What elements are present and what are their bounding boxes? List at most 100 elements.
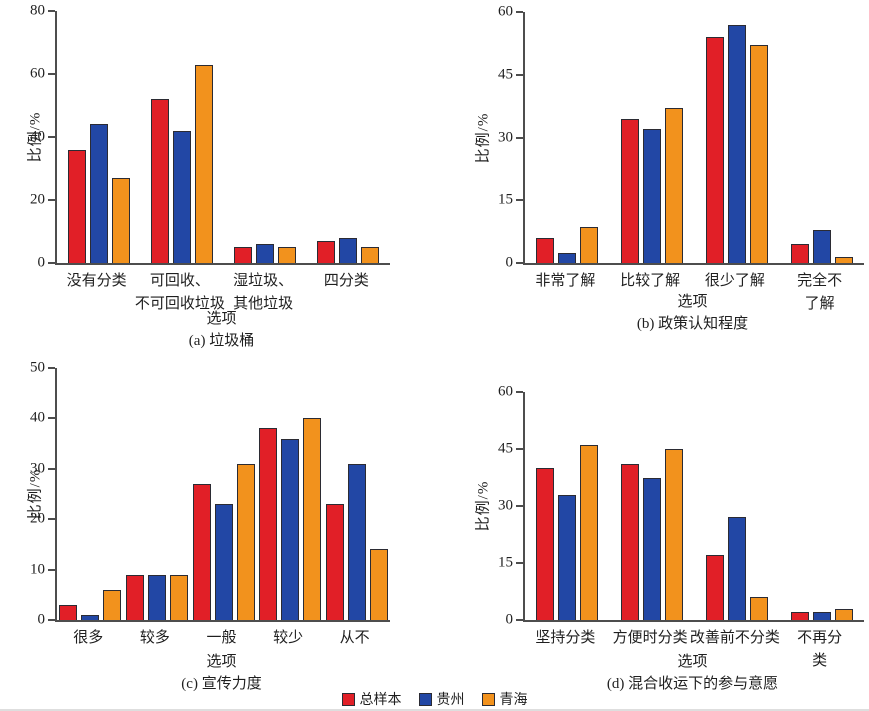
- chart-caption: (c) 宣传力度: [181, 676, 262, 692]
- y-tick-mark: [516, 562, 523, 564]
- y-tick-label: 0: [505, 611, 514, 628]
- bar: [749, 597, 768, 620]
- x-tick-label: 改善前不分类: [689, 630, 780, 646]
- y-tick-label: 15: [498, 191, 513, 208]
- x-tick-label: 较多: [139, 630, 170, 646]
- bar: [705, 37, 724, 263]
- x-tick-label: 湿垃圾、 其他垃圾: [233, 273, 294, 313]
- bar: [369, 549, 388, 620]
- chart-caption: (b) 政策认知程度: [636, 316, 749, 332]
- bar: [281, 438, 300, 620]
- chart-panel-c: 0 10 20 30 40 50 比例/% 很多 较多 一般 较少 从不 选项 (c) 宣传力度: [0, 355, 434, 692]
- x-tick-label: 坚持分类: [535, 630, 596, 646]
- legend-label: 贵州: [436, 693, 465, 708]
- y-tick-mark: [48, 136, 55, 138]
- chart-panel-b: 0 15 30 45 60 比例/% 非常了解 比较了解 很少了解 完全不了解 选项 (b) 政策认知…: [434, 0, 869, 355]
- x-tick-label: 没有分类: [66, 273, 127, 289]
- bar: [665, 108, 684, 263]
- bar: [812, 612, 831, 620]
- y-axis-label: 比例/%: [475, 112, 492, 163]
- legend-item: 青海: [481, 689, 528, 709]
- bar: [727, 24, 746, 263]
- bar: [172, 130, 191, 263]
- y-tick-label: 40: [30, 128, 45, 145]
- chart-panel-a: 0 20 40 60 80 比例/% 没有分类 可回收、 不可回收垃圾 湿垃圾、 其他垃圾 四分类…: [0, 0, 434, 355]
- bar: [361, 247, 380, 263]
- y-tick-mark: [516, 448, 523, 450]
- x-axis-label: 选项: [677, 294, 708, 310]
- bar: [111, 177, 130, 263]
- chart-caption: (a) 垃圾桶: [188, 333, 255, 349]
- legend-swatch: [341, 692, 355, 706]
- bar: [67, 149, 86, 263]
- y-tick-label: 20: [30, 510, 45, 527]
- y-axis-label: 比例/%: [475, 480, 492, 532]
- legend-label: 青海: [499, 693, 528, 708]
- y-tick-mark: [48, 262, 55, 264]
- legend-item: 贵州: [418, 689, 465, 709]
- y-tick-mark: [48, 518, 55, 521]
- bar: [234, 247, 253, 263]
- y-tick-label: 30: [498, 129, 513, 145]
- x-tick-label: 比较了解: [620, 273, 681, 289]
- y-tick-mark: [48, 417, 55, 420]
- bar: [580, 227, 599, 263]
- y-tick-label: 60: [30, 65, 45, 82]
- bar: [59, 604, 78, 620]
- bar: [89, 124, 108, 263]
- x-tick-label: 可回收、 不可回收垃圾: [134, 273, 225, 313]
- y-tick-mark: [516, 11, 523, 13]
- y-axis-label: 比例/%: [27, 111, 44, 163]
- y-tick-mark: [516, 391, 523, 393]
- bar: [347, 463, 366, 620]
- bar: [727, 517, 746, 620]
- y-tick-mark: [48, 367, 55, 369]
- bar: [303, 418, 322, 620]
- x-tick-label: 一般: [206, 630, 237, 646]
- bar: [150, 99, 169, 263]
- chart-panel-d: 0 15 30 45 60 比例/% 坚持分类 方便时分类 改善前不分类 不再分类 选项 (d) 混合…: [434, 355, 869, 692]
- bar: [536, 237, 555, 263]
- y-tick-label: 50: [30, 359, 45, 376]
- x-axis-label: 选项: [206, 311, 237, 327]
- bar: [812, 229, 831, 263]
- bar: [236, 463, 255, 620]
- bar: [81, 614, 100, 620]
- x-tick-label: 不再分类: [797, 630, 843, 670]
- bar: [834, 256, 853, 263]
- x-tick-label: 四分类: [323, 273, 369, 289]
- bar: [643, 477, 662, 620]
- bar: [665, 449, 684, 620]
- x-tick-label: 较少: [273, 630, 304, 646]
- bar: [580, 445, 599, 620]
- bar: [558, 252, 577, 263]
- y-tick-label: 30: [498, 497, 513, 514]
- chart-legend: 总样本 贵州 青海: [341, 689, 528, 709]
- y-tick-mark: [516, 262, 523, 264]
- y-tick-mark: [516, 199, 523, 202]
- y-tick-mark: [48, 619, 55, 621]
- x-tick-label: 方便时分类: [612, 630, 688, 646]
- legend-item: 总样本: [341, 689, 402, 709]
- bar: [621, 118, 640, 263]
- x-tick-label: 完全不了解: [797, 273, 843, 313]
- bar: [643, 129, 662, 263]
- x-axis-label: 选项: [206, 654, 237, 670]
- bar: [834, 608, 853, 620]
- y-tick-label: 0: [37, 254, 46, 271]
- y-tick-label: 80: [30, 2, 45, 19]
- x-tick-label: 很多: [73, 630, 104, 646]
- plot-area: 0 15 30 45 60: [498, 384, 864, 627]
- y-tick-label: 60: [498, 383, 513, 400]
- bar: [169, 574, 188, 620]
- bottom-divider: [0, 709, 869, 711]
- y-tick-label: 40: [30, 409, 45, 426]
- bar: [621, 464, 640, 620]
- plot-area: 0 15 30 45 60: [498, 4, 864, 270]
- y-tick-mark: [516, 136, 523, 139]
- y-axis-label: 比例/%: [27, 468, 44, 520]
- bar: [339, 237, 358, 263]
- x-tick-label: 很少了解: [704, 273, 765, 289]
- y-tick-label: 45: [498, 66, 513, 83]
- x-tick-label: 从不: [339, 630, 370, 646]
